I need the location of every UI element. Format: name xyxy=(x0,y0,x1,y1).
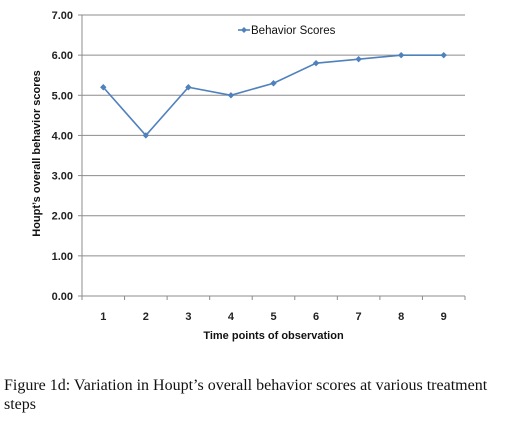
x-tick-label: 8 xyxy=(398,311,404,323)
figure-caption: Figure 1d: Variation in Houpt’s overall … xyxy=(4,377,488,413)
data-point xyxy=(312,59,320,67)
legend-label: Behavior Scores xyxy=(251,25,336,37)
y-tick-label: 0.00 xyxy=(52,291,73,303)
y-tick-labels: 0.00 1.00 2.00 3.00 4.00 5.00 6.00 7.00 xyxy=(52,10,73,303)
x-tick-label: 7 xyxy=(356,311,362,323)
legend-marker xyxy=(241,27,247,33)
y-tick-label: 5.00 xyxy=(52,90,73,102)
y-tick-label: 6.00 xyxy=(52,50,73,62)
y-tick-label: 7.00 xyxy=(52,10,73,22)
data-point xyxy=(397,51,405,59)
x-tick-label: 1 xyxy=(100,311,106,323)
x-tick-label: 6 xyxy=(313,311,319,323)
x-tick-label: 4 xyxy=(228,311,235,323)
x-axis-title: Time points of observation xyxy=(203,330,344,342)
data-point xyxy=(355,55,362,63)
x-tick-label: 9 xyxy=(441,311,447,323)
x-tick-label: 2 xyxy=(143,311,149,323)
gridlines xyxy=(82,14,465,257)
data-point xyxy=(227,92,235,99)
legend: Behavior Scores xyxy=(238,25,336,37)
x-tick-label: 3 xyxy=(185,311,191,323)
data-point xyxy=(270,80,277,87)
y-tick-label: 2.00 xyxy=(52,211,73,223)
y-tick-label: 4.00 xyxy=(52,130,73,142)
axes xyxy=(78,14,466,300)
y-tick-label: 3.00 xyxy=(52,171,73,183)
series-layer xyxy=(100,51,447,139)
data-point xyxy=(142,132,150,139)
data-point xyxy=(185,84,192,91)
y-axis-title: Houpt’s overall behavior scores xyxy=(31,70,43,236)
x-tick-label: 5 xyxy=(270,311,276,323)
y-tick-label: 1.00 xyxy=(52,251,73,263)
data-point xyxy=(100,84,107,91)
data-point xyxy=(440,51,447,59)
line-chart: 0.00 1.00 2.00 3.00 4.00 5.00 6.00 7.00 1 2 3 4 5 6 7… xyxy=(31,10,466,342)
x-tick-labels: 1 2 3 4 5 6 7 8 9 xyxy=(100,311,447,323)
